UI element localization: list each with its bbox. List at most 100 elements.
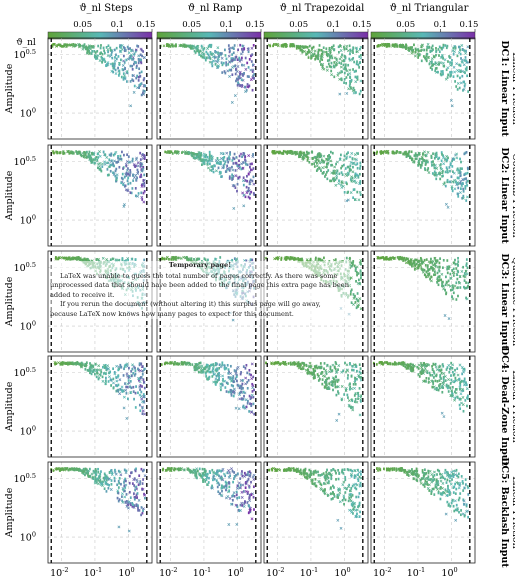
data-point [359,161,362,165]
data-point [68,43,72,47]
data-point [205,153,208,157]
data-point [426,150,430,154]
data-point [418,375,421,378]
data-point [238,163,240,167]
colorbar-tick-label: 0.15 [246,20,265,30]
data-point [198,50,201,53]
data-point [234,58,236,61]
data-point [463,152,466,156]
data-point [171,256,174,260]
data-point [90,52,93,55]
data-point [351,408,355,412]
data-point [442,258,445,262]
data-point [452,373,455,377]
data-point [143,474,147,478]
data-point [462,63,466,67]
data-point [124,388,128,392]
data-point [464,56,467,59]
data-point [141,373,144,376]
data-point [213,164,216,167]
data-point [101,379,105,383]
data-point [379,150,382,154]
data-point [231,168,235,172]
data-point [447,317,451,320]
data-point [354,75,357,79]
data-point [232,384,235,388]
data-point [411,46,414,49]
data-point [446,265,449,269]
data-point [134,165,137,168]
data-point [71,152,74,155]
data-point [250,168,252,172]
data-point [166,151,168,154]
data-point [128,490,131,494]
data-point [321,378,324,381]
data-point [132,390,135,393]
data-point [317,48,320,52]
data-point [342,158,346,162]
data-point [249,178,252,182]
data-point [198,364,202,368]
data-point [436,271,439,275]
data-point [187,44,190,48]
data-point [350,78,353,82]
data-point [420,45,423,49]
data-point [304,154,307,157]
data-point [393,257,395,260]
data-point [345,92,349,95]
data-point [301,156,305,160]
data-point [208,476,210,480]
data-point [133,492,135,495]
data-point [214,159,218,163]
data-point [139,83,142,86]
data-point [434,166,437,170]
data-point [240,162,243,166]
data-point [334,380,337,384]
data-point [318,48,321,52]
data-point [449,272,452,276]
data-point [467,281,470,285]
data-point [143,77,146,80]
data-point [252,485,255,489]
data-point [452,291,455,295]
data-point [174,150,177,153]
y-axis-label: Amplitude [4,381,15,432]
data-point [187,151,190,154]
data-point [231,469,234,473]
data-point [333,366,336,369]
data-point [132,173,134,177]
data-point [331,363,335,367]
data-point [346,377,349,380]
data-point [461,196,465,200]
data-point [446,66,450,70]
data-point [98,150,101,153]
data-point [330,47,334,51]
data-point [318,161,322,165]
data-point [136,492,139,495]
data-point [250,393,254,397]
data-point [394,43,397,46]
data-point [127,47,130,51]
data-point [97,368,101,372]
data-point [252,175,255,179]
data-point [104,379,107,383]
data-point [225,381,228,385]
data-point [357,278,360,282]
data-point [229,388,232,392]
data-point [125,58,128,62]
data-point [457,192,459,196]
data-point [104,474,107,477]
data-point [454,368,456,372]
data-point [192,44,196,48]
y-tick-exponent: 0.5 [26,366,36,374]
data-point [114,68,117,72]
data-point [245,191,249,195]
data-point [311,46,313,50]
x-tick-exponent: -1 [205,566,211,574]
data-point [325,381,328,384]
data-point [324,157,328,161]
data-point [91,152,94,156]
row-title-line-2: Linear Friction [510,52,515,125]
data-point [140,362,143,366]
data-point [137,54,141,58]
